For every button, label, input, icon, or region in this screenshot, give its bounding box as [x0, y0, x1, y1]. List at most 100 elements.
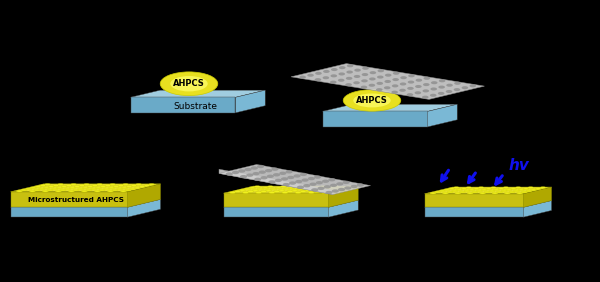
Ellipse shape — [504, 192, 510, 194]
Ellipse shape — [460, 191, 466, 193]
Ellipse shape — [256, 192, 262, 193]
Circle shape — [391, 91, 398, 94]
Ellipse shape — [514, 190, 520, 192]
Ellipse shape — [235, 191, 241, 192]
Polygon shape — [131, 97, 235, 113]
Ellipse shape — [117, 188, 123, 190]
Ellipse shape — [254, 186, 260, 188]
Ellipse shape — [170, 76, 208, 91]
Polygon shape — [128, 184, 161, 207]
Circle shape — [431, 81, 437, 84]
Polygon shape — [235, 90, 265, 113]
Ellipse shape — [305, 189, 311, 191]
Circle shape — [368, 84, 375, 87]
Circle shape — [266, 175, 274, 178]
Ellipse shape — [130, 188, 136, 190]
Circle shape — [251, 166, 258, 170]
Polygon shape — [523, 201, 551, 217]
Ellipse shape — [229, 192, 236, 193]
Polygon shape — [11, 199, 161, 207]
Ellipse shape — [99, 189, 105, 191]
Text: AHPCS: AHPCS — [173, 79, 205, 88]
Ellipse shape — [262, 187, 269, 189]
Ellipse shape — [113, 186, 119, 188]
Ellipse shape — [494, 189, 500, 191]
Ellipse shape — [92, 185, 98, 186]
Ellipse shape — [469, 189, 475, 191]
Circle shape — [314, 78, 321, 81]
Ellipse shape — [39, 188, 45, 190]
Circle shape — [289, 181, 296, 185]
Ellipse shape — [511, 188, 517, 190]
Ellipse shape — [275, 187, 282, 189]
Circle shape — [400, 76, 407, 79]
Circle shape — [324, 185, 331, 189]
Ellipse shape — [454, 187, 460, 188]
Ellipse shape — [21, 189, 27, 191]
Ellipse shape — [292, 189, 298, 191]
Ellipse shape — [97, 184, 103, 185]
Circle shape — [281, 177, 288, 181]
Circle shape — [317, 187, 325, 190]
Circle shape — [415, 91, 421, 94]
Ellipse shape — [492, 192, 498, 194]
Ellipse shape — [302, 187, 308, 189]
Ellipse shape — [506, 189, 512, 191]
Ellipse shape — [315, 187, 321, 189]
Ellipse shape — [326, 191, 332, 192]
Ellipse shape — [287, 191, 293, 192]
Ellipse shape — [260, 191, 267, 192]
Ellipse shape — [125, 189, 131, 191]
Ellipse shape — [121, 190, 127, 192]
Circle shape — [430, 87, 437, 91]
Ellipse shape — [70, 187, 76, 189]
Circle shape — [323, 70, 329, 73]
Ellipse shape — [257, 188, 263, 190]
Ellipse shape — [34, 189, 40, 191]
Circle shape — [423, 83, 430, 86]
Circle shape — [287, 176, 295, 179]
Circle shape — [369, 78, 376, 81]
Text: Microstructured AHPCS: Microstructured AHPCS — [28, 197, 124, 202]
Ellipse shape — [466, 187, 472, 188]
Text: Substrate: Substrate — [173, 102, 217, 111]
Circle shape — [339, 66, 346, 69]
Ellipse shape — [341, 187, 347, 189]
Ellipse shape — [486, 188, 492, 190]
Ellipse shape — [476, 190, 482, 192]
Circle shape — [439, 85, 445, 89]
Ellipse shape — [68, 190, 74, 192]
Circle shape — [454, 88, 460, 91]
Ellipse shape — [249, 187, 256, 189]
Circle shape — [362, 67, 369, 70]
Circle shape — [300, 173, 307, 176]
Ellipse shape — [87, 186, 93, 188]
Polygon shape — [224, 193, 329, 207]
Ellipse shape — [118, 185, 124, 186]
Circle shape — [385, 74, 392, 77]
Circle shape — [307, 74, 314, 77]
Circle shape — [392, 78, 399, 81]
Circle shape — [353, 81, 360, 84]
Circle shape — [438, 92, 445, 95]
Ellipse shape — [497, 191, 503, 193]
Polygon shape — [219, 169, 333, 195]
Ellipse shape — [244, 188, 251, 190]
Circle shape — [392, 84, 398, 87]
Ellipse shape — [94, 190, 100, 192]
Polygon shape — [323, 104, 457, 111]
Ellipse shape — [521, 191, 527, 193]
Circle shape — [271, 168, 278, 171]
Ellipse shape — [295, 192, 301, 193]
Circle shape — [293, 174, 301, 178]
Ellipse shape — [297, 188, 303, 190]
Ellipse shape — [472, 191, 478, 193]
Circle shape — [268, 180, 275, 184]
Ellipse shape — [242, 192, 249, 193]
Ellipse shape — [134, 187, 140, 189]
Circle shape — [415, 85, 422, 88]
Ellipse shape — [131, 185, 137, 186]
Circle shape — [407, 87, 414, 90]
Circle shape — [295, 180, 302, 183]
Ellipse shape — [29, 190, 35, 192]
